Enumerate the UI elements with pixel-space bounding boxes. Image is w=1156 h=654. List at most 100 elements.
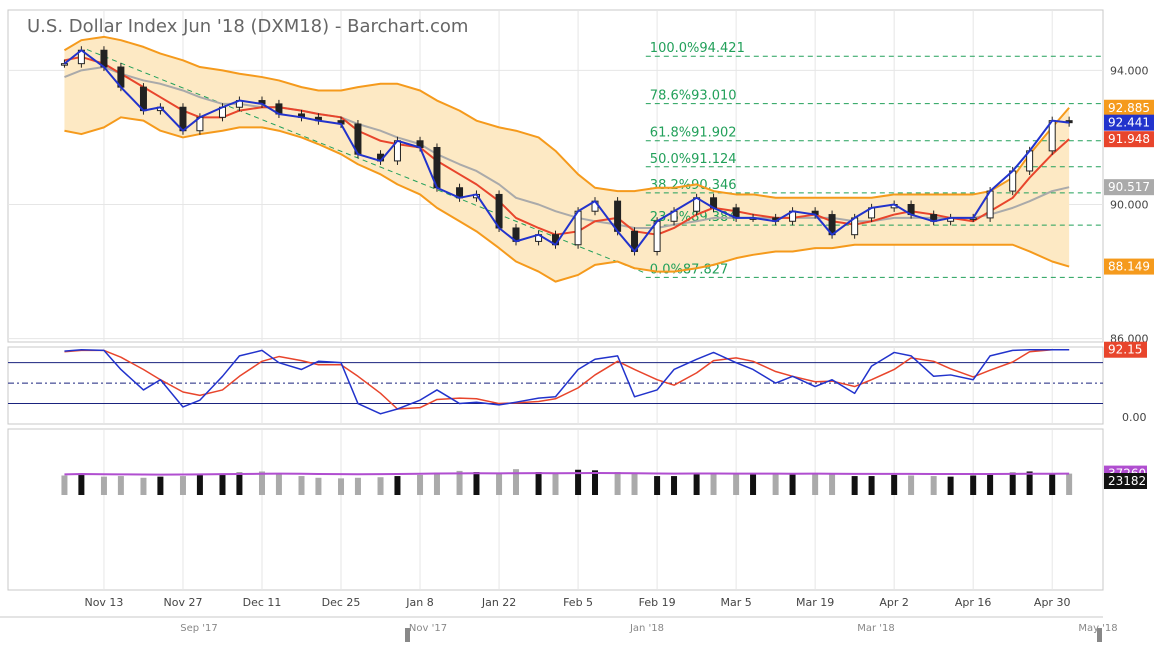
volume-bar xyxy=(654,476,661,495)
candle-body xyxy=(60,63,68,66)
date-tick-label: Feb 5 xyxy=(563,596,593,609)
volume-bar xyxy=(473,472,480,495)
price-tick-label: 94.000 xyxy=(1110,64,1149,77)
volume-bar xyxy=(789,474,796,495)
volume-bar xyxy=(179,476,186,495)
volume-bar xyxy=(236,472,243,495)
volume-average-line xyxy=(64,472,1070,476)
volume-bar xyxy=(512,469,519,495)
fib-level-label: 61.8%91.902 xyxy=(650,126,737,141)
axis-badge-label: 92.885 xyxy=(1108,101,1150,115)
navigator-tick-label: Nov '17 xyxy=(409,623,447,634)
volume-bar xyxy=(575,469,582,495)
axis-badge xyxy=(1104,473,1147,489)
stoch-tick-label: 0.00 xyxy=(1122,411,1147,424)
volume-bar xyxy=(908,475,915,495)
volume-bar xyxy=(733,473,740,495)
volume-bar xyxy=(851,476,858,495)
axis-badge xyxy=(1104,179,1154,196)
axis-badge xyxy=(1104,114,1154,131)
navigator-tick-label: Jan '18 xyxy=(629,623,664,634)
candle-body xyxy=(495,193,503,229)
fib-level-label: 50.0%91.124 xyxy=(650,152,737,167)
volume-bar xyxy=(535,472,542,495)
navigator-tick-label: Mar '18 xyxy=(857,623,895,634)
volume-bar xyxy=(1026,471,1033,495)
stoch-k-line xyxy=(64,348,1070,415)
price-tick-label: 90.000 xyxy=(1110,199,1149,212)
stoch-d-line xyxy=(64,348,1070,410)
volume-bar xyxy=(219,473,226,495)
volume-bar xyxy=(710,472,717,495)
volume-bar xyxy=(671,476,678,495)
volume-bar xyxy=(78,474,85,495)
axis-badge-label: 91.948 xyxy=(1108,132,1150,146)
date-tick-label: Dec 11 xyxy=(243,596,282,609)
volume-bar xyxy=(812,473,819,495)
date-tick-label: Mar 5 xyxy=(720,596,751,609)
volume-bar xyxy=(417,474,424,495)
bollinger-upper-line xyxy=(63,35,1070,199)
date-tick-label: Mar 19 xyxy=(796,596,834,609)
date-tick-label: Dec 25 xyxy=(322,596,361,609)
bollinger-lower-line xyxy=(64,116,1070,283)
bollinger-band-fill xyxy=(64,36,1070,282)
volume-bar xyxy=(868,476,875,495)
axis-badge-label: 88.149 xyxy=(1108,260,1150,274)
volume-bar xyxy=(61,475,68,495)
volume-bar xyxy=(298,476,305,495)
date-tick-label: Apr 2 xyxy=(879,596,909,609)
volume-bar xyxy=(750,474,757,495)
axis-badge xyxy=(1104,258,1154,275)
candle-body xyxy=(653,220,661,252)
date-tick-label: Nov 13 xyxy=(84,596,123,609)
date-tick-label: Apr 16 xyxy=(955,596,992,609)
volume-bar xyxy=(456,470,463,495)
volume-bar xyxy=(631,472,638,495)
candle-body xyxy=(1048,120,1056,152)
axis-badge xyxy=(1104,99,1154,116)
navigator-handle-right[interactable] xyxy=(1097,628,1102,642)
navigator-handle-left[interactable] xyxy=(405,628,410,642)
volume-bar xyxy=(930,476,937,495)
volume-bar xyxy=(100,476,107,495)
fib-level-label: 100.0%94.421 xyxy=(650,41,745,56)
volume-bar xyxy=(829,474,836,495)
axis-badge-label: 92.15 xyxy=(1108,343,1142,357)
volume-bar xyxy=(275,473,282,495)
axis-badge xyxy=(1104,131,1154,148)
volume-bar xyxy=(987,474,994,495)
volume-bar xyxy=(970,475,977,495)
trendline xyxy=(86,49,646,274)
volume-bar xyxy=(433,472,440,495)
volume-bar xyxy=(891,474,898,495)
volume-bar xyxy=(693,473,700,495)
volume-bar xyxy=(592,470,599,495)
volume-bar xyxy=(1009,472,1016,495)
volume-bar xyxy=(1066,473,1073,495)
axis-badge-label: 92.441 xyxy=(1108,116,1150,130)
date-tick-label: Apr 30 xyxy=(1034,596,1071,609)
fib-level-label: 78.6%93.010 xyxy=(650,89,737,104)
volume-panel xyxy=(7,428,1104,591)
volume-bar xyxy=(117,476,124,495)
volume-bar xyxy=(315,477,322,495)
volume-bar xyxy=(157,476,164,495)
axis-badge-label: 90.517 xyxy=(1108,180,1150,194)
volume-bar xyxy=(772,473,779,495)
navigator-tick-label: Sep '17 xyxy=(180,623,218,634)
volume-bar xyxy=(338,478,345,495)
volume-bar xyxy=(947,476,954,495)
volume-bar xyxy=(394,476,401,495)
volume-bar xyxy=(258,471,265,495)
volume-bar xyxy=(140,477,147,495)
date-tick-label: Jan 22 xyxy=(481,596,516,609)
date-tick-label: Nov 27 xyxy=(163,596,202,609)
candle-body xyxy=(574,210,582,246)
candle-body xyxy=(614,200,622,232)
volume-bar xyxy=(552,473,559,495)
date-tick-label: Feb 19 xyxy=(639,596,676,609)
date-tick-label: Jan 8 xyxy=(405,596,433,609)
